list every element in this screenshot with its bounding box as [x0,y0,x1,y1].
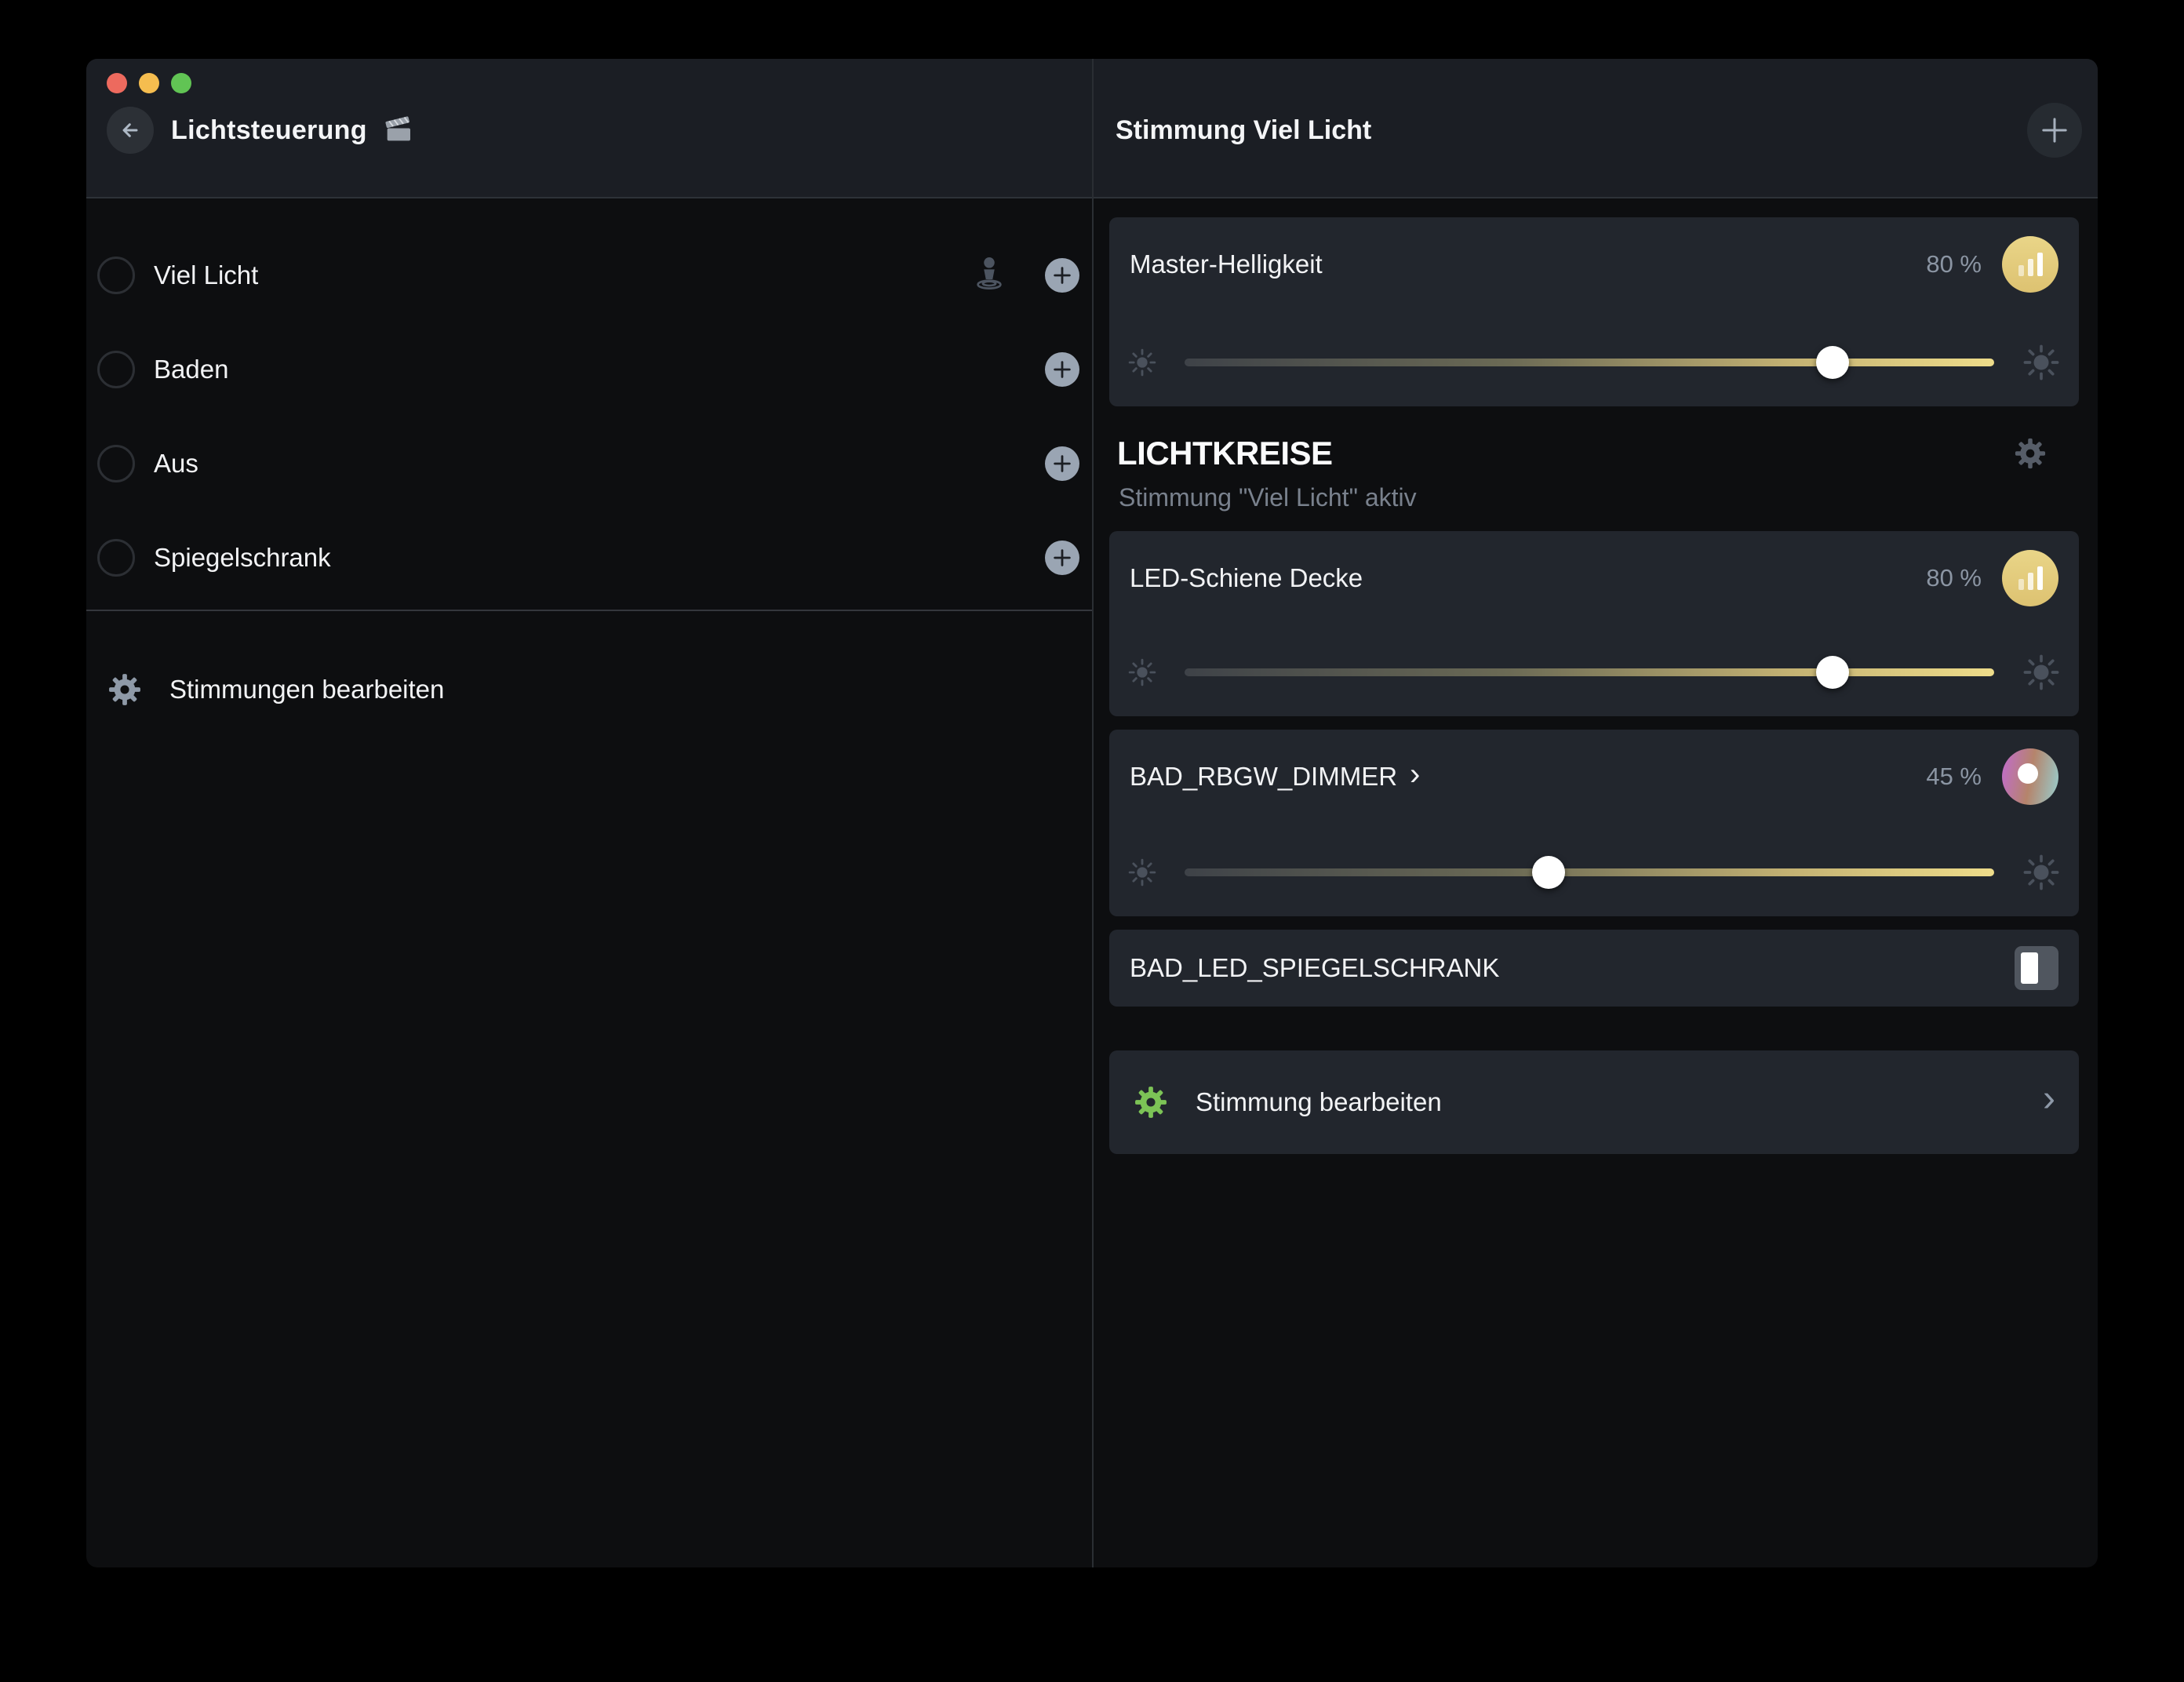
sun-bright-icon[interactable] [2021,652,2062,693]
dimmer-toggle-button[interactable] [2002,236,2058,293]
slider-thumb[interactable] [1815,656,1849,689]
traffic-lights [107,73,191,93]
slider-thumb[interactable] [1815,346,1849,379]
brightness-slider[interactable] [1185,656,1994,689]
edit-mood-button[interactable]: Stimmung bearbeiten › [1109,1050,2079,1154]
radio-baden[interactable] [97,351,135,388]
mood-label: Baden [154,355,229,384]
gear-green-icon [1133,1084,1169,1120]
card-title: BAD_RBGW_DIMMER [1130,762,1398,791]
active-mood-status: Stimmung "Viel Licht" aktiv [1119,483,1417,512]
edit-moods-label: Stimmungen bearbeiten [169,675,445,704]
radio-aus[interactable] [97,445,135,482]
mood-label: Viel Licht [154,260,259,289]
sun-dim-icon[interactable] [1127,347,1158,378]
mood-list: Viel Licht [86,228,1092,605]
chevron-right-icon: › [1410,757,1421,792]
slider-thumb[interactable] [1532,856,1566,889]
close-window-button[interactable] [107,73,127,93]
edit-mood-label: Stimmung bearbeiten [1196,1087,1442,1116]
dimmer-bars-icon [2018,253,2043,276]
mood-row-baden[interactable]: Baden [86,322,1092,417]
mood-row-aus[interactable]: Aus [86,417,1092,511]
section-title: LICHTKREISE [1117,435,1333,471]
minimize-window-button[interactable] [139,73,159,93]
add-mood-spiegelschrank-button[interactable] [1045,541,1079,575]
sun-dim-icon[interactable] [1127,657,1158,688]
switch-rocker-icon [2021,952,2038,984]
mood-row-spiegelschrank[interactable]: Spiegelschrank [86,511,1092,605]
card-title: LED-Schiene Decke [1130,563,1363,592]
list-divider [86,610,1092,611]
sun-dim-icon[interactable] [1127,857,1158,888]
sun-bright-icon[interactable] [2021,342,2062,383]
pane-divider [1092,59,1094,1567]
mood-detail-title: Stimmung Viel Licht [1116,115,1372,145]
card-led-schiene-decke: LED-Schiene Decke 80 % [1109,531,2079,716]
card-bad-rbgw-dimmer: BAD_RBGW_DIMMER › 45 % [1109,730,2079,916]
movie-clapper-icon [383,115,414,146]
sun-bright-icon[interactable] [2021,852,2062,893]
dimmer-toggle-button[interactable] [2002,550,2058,606]
radio-spiegelschrank[interactable] [97,539,135,577]
card-title: BAD_LED_SPIEGELSCHRANK [1130,953,1500,982]
right-header: Stimmung Viel Licht [1094,59,2098,198]
brightness-slider[interactable] [1185,346,1994,379]
joystick-icon[interactable] [968,254,1010,297]
chevron-right-icon: › [2043,1078,2055,1120]
add-mood-aus-button[interactable] [1045,446,1079,481]
pane-mood-detail: Stimmung Viel Licht Master-Helligkeit 80… [1094,59,2098,1567]
app-window: Lichtsteuerung [86,59,2098,1567]
light-switch-button[interactable] [2015,946,2058,990]
mood-label: Spiegelschrank [154,543,331,572]
mood-label: Aus [154,449,198,478]
edit-moods-button[interactable]: Stimmungen bearbeiten [86,658,1092,721]
page-title: Lichtsteuerung [171,115,367,145]
card-master-helligkeit: Master-Helligkeit 80 % [1109,217,2079,406]
brightness-slider[interactable] [1185,856,1994,889]
brightness-value: 80 % [1926,564,1982,592]
card-title: Master-Helligkeit [1130,249,1323,279]
pane-moods: Lichtsteuerung [86,59,1092,1567]
back-button[interactable] [107,107,154,154]
left-header: Lichtsteuerung [86,59,1092,198]
color-dot-icon [2018,763,2039,784]
gear-icon [107,672,143,708]
mood-row-viel-licht[interactable]: Viel Licht [86,228,1092,322]
add-mood-viel-licht-button[interactable] [1045,258,1079,293]
dimmer-bars-icon [2018,566,2043,590]
add-button[interactable] [2027,103,2082,158]
brightness-value: 45 % [1926,763,1982,790]
brightness-value: 80 % [1926,250,1982,278]
card-bad-led-spiegelschrank: BAD_LED_SPIEGELSCHRANK [1109,930,2079,1007]
section-gear-icon[interactable] [2013,436,2048,471]
radio-viel-licht[interactable] [97,257,135,294]
zoom-window-button[interactable] [171,73,191,93]
color-wheel-button[interactable] [2002,748,2058,805]
add-mood-baden-button[interactable] [1045,352,1079,387]
card-title-link[interactable]: BAD_RBGW_DIMMER › [1130,757,1926,792]
arrow-left-icon [118,118,143,143]
